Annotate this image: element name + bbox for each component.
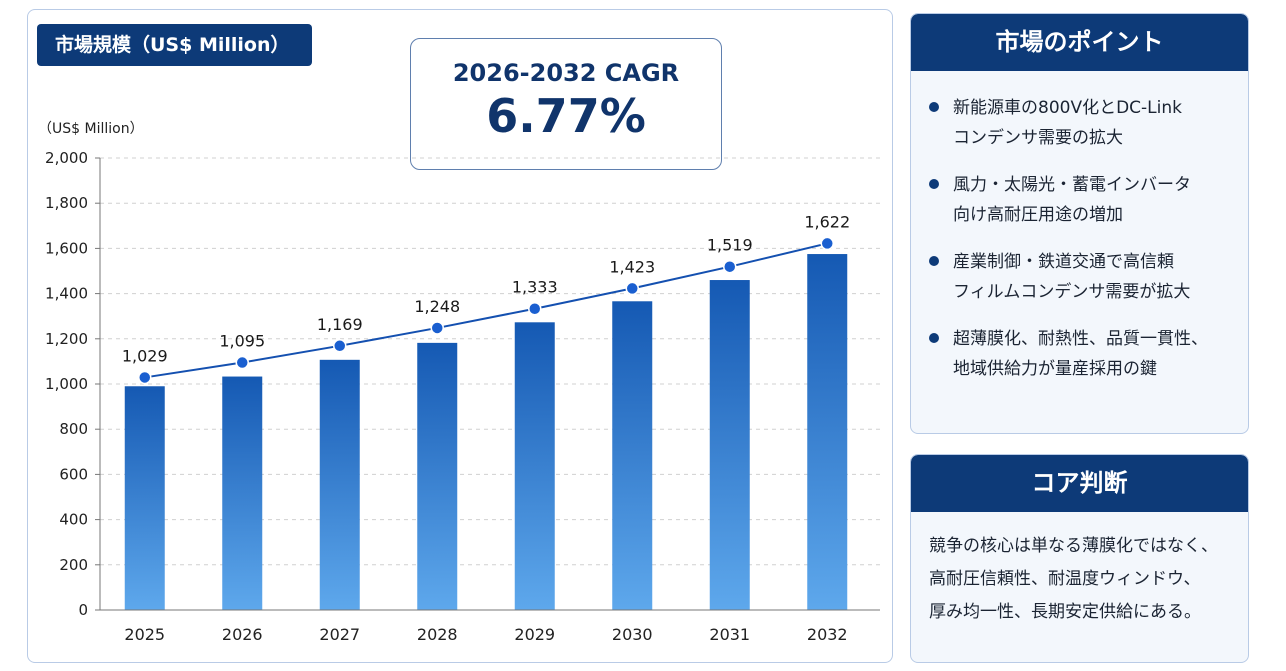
bullet-icon — [929, 102, 939, 112]
trend-line — [144, 242, 828, 379]
bar-2032 — [807, 254, 848, 611]
y-tick-label: 0 — [78, 601, 88, 619]
bar-2031 — [709, 280, 750, 610]
core-judgment-line: 競争の核心は単なる薄膜化ではなく、 — [929, 536, 1218, 556]
line-point-2030 — [625, 281, 639, 296]
x-tick-label: 2031 — [709, 625, 750, 644]
market-points-panel: 市場のポイント 新能源車の800V化とDC-Link コンデンサ需要の拡大 風力・… — [910, 13, 1249, 434]
line-point-2029 — [528, 301, 542, 316]
y-tick-label: 800 — [59, 420, 88, 438]
market-size-chart: （US$ Million） 1,029 1,095 1,169 1,248 1,333 1… — [38, 121, 880, 644]
core-judgment-title: コア判断 — [911, 455, 1248, 512]
x-tick-label: 2028 — [417, 625, 458, 644]
line-point-2025 — [138, 370, 152, 385]
data-label-2031: 1,519 — [707, 236, 753, 255]
y-tick-label: 400 — [59, 511, 88, 529]
chart-title: 市場規模（US$ Million） — [37, 24, 312, 66]
core-judgment-line: 厚み均一性、長期安定供給にある。 — [929, 602, 1201, 622]
market-points-title: 市場のポイント — [911, 14, 1248, 71]
x-tick-label: 2030 — [612, 625, 653, 644]
market-point-line: コンデンサ需要の拡大 — [953, 128, 1123, 148]
market-point-line: フィルムコンデンサ需要が拡大 — [953, 282, 1191, 302]
line-point-2027 — [333, 339, 347, 353]
x-tick-label: 2027 — [319, 625, 360, 644]
bullet-icon — [929, 256, 939, 266]
data-label-2029: 1,333 — [512, 278, 558, 297]
x-tick-label: 2026 — [222, 625, 263, 644]
bar-2026 — [222, 376, 263, 610]
data-label-2032: 1,622 — [804, 212, 850, 231]
core-judgment-text: 競争の核心は単なる薄膜化ではなく、 高耐圧信頼性、耐温度ウィンドウ、 厚み均一性… — [911, 512, 1248, 629]
market-point-line: 産業制御・鉄道交通で高信頼 — [953, 252, 1174, 272]
market-point-line: 地域供給力が量産採用の鍵 — [953, 359, 1157, 379]
market-point-item: 新能源車の800V化とDC-Link コンデンサ需要の拡大 — [929, 93, 1230, 153]
market-point-item: 超薄膜化、耐熱性、品質一貫性、 地域供給力が量産採用の鍵 — [929, 324, 1230, 384]
x-tick-label: 2032 — [807, 625, 848, 644]
y-tick-label: 1,600 — [45, 239, 88, 257]
bar-2028 — [417, 342, 458, 610]
y-tick-label: 1,400 — [45, 285, 88, 303]
y-tick-label: 2,000 — [45, 149, 88, 167]
y-tick-label: 600 — [59, 465, 88, 483]
market-point-item: 風力・太陽光・蓄電インバータ 向け高耐圧用途の増加 — [929, 170, 1230, 230]
cagr-box: 2026-2032 CAGR 6.77% — [410, 38, 722, 170]
y-axis-unit: （US$ Million） — [38, 121, 144, 137]
bullet-icon — [929, 179, 939, 189]
bar-2025 — [124, 386, 165, 610]
data-label-2026: 1,095 — [219, 332, 265, 351]
line-point-2026 — [235, 355, 249, 370]
y-tick-label: 1,000 — [45, 375, 88, 393]
market-point-line: 新能源車の800V化とDC-Link — [953, 98, 1182, 118]
data-label-2025: 1,029 — [122, 346, 168, 365]
bar-2027 — [319, 359, 360, 610]
line-point-2031 — [723, 259, 737, 274]
x-tick-label: 2029 — [514, 625, 555, 644]
line-point-2032 — [820, 236, 834, 251]
x-tick-label: 2025 — [124, 625, 165, 644]
y-tick-label: 200 — [59, 556, 88, 574]
bullet-icon — [929, 333, 939, 343]
bar-2030 — [612, 301, 653, 610]
y-tick-label: 1,200 — [45, 330, 88, 348]
data-label-2028: 1,248 — [414, 297, 460, 316]
core-judgment-line: 高耐圧信頼性、耐温度ウィンドウ、 — [929, 569, 1201, 589]
core-judgment-panel: コア判断 競争の核心は単なる薄膜化ではなく、 高耐圧信頼性、耐温度ウィンドウ、 … — [910, 454, 1249, 663]
y-tick-label: 1,800 — [45, 194, 88, 212]
data-label-2030: 1,423 — [609, 257, 655, 276]
market-point-line: 超薄膜化、耐熱性、品質一貫性、 — [953, 329, 1208, 349]
line-point-2028 — [430, 321, 444, 335]
market-point-line: 向け高耐圧用途の増加 — [953, 205, 1123, 225]
bar-2029 — [514, 322, 555, 610]
cagr-label: 2026-2032 CAGR — [452, 59, 680, 87]
market-point-line: 風力・太陽光・蓄電インバータ — [953, 175, 1191, 195]
data-label-2027: 1,169 — [317, 315, 363, 334]
cagr-value: 6.77% — [486, 89, 646, 143]
market-point-item: 産業制御・鉄道交通で高信頼 フィルムコンデンサ需要が拡大 — [929, 247, 1230, 307]
